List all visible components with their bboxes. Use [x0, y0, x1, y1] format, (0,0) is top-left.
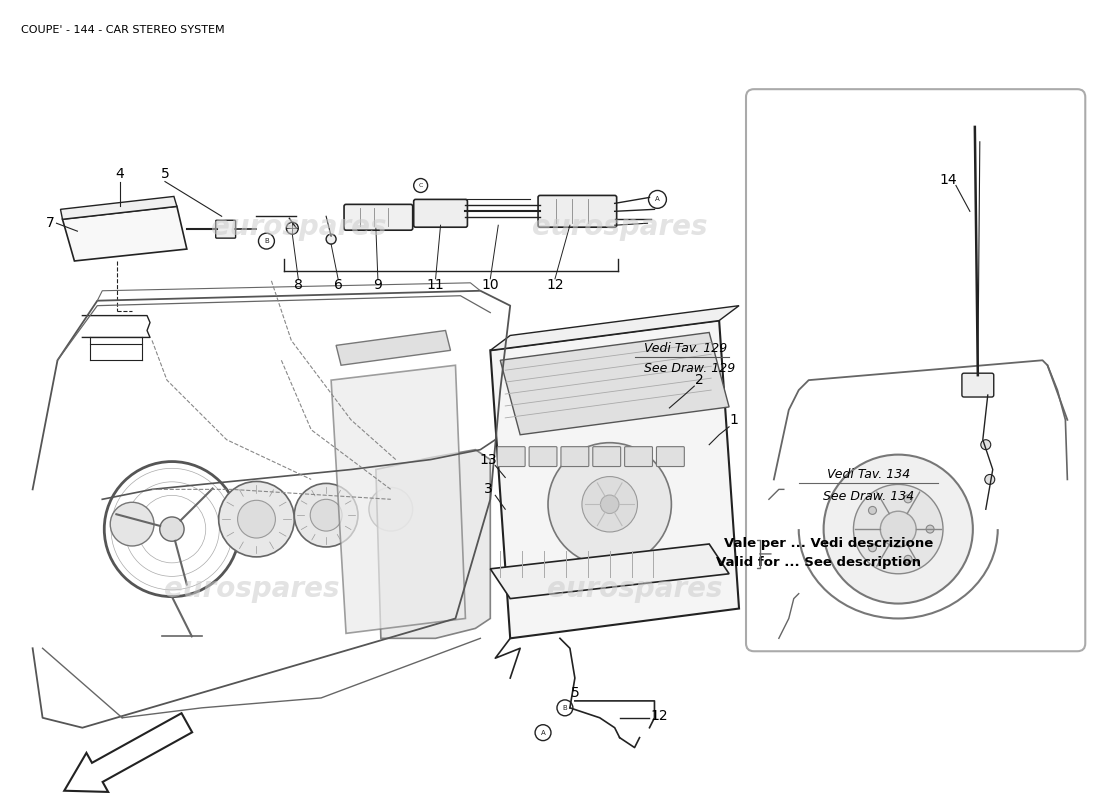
Text: 11: 11 [427, 278, 444, 292]
Polygon shape [491, 544, 729, 598]
FancyBboxPatch shape [529, 446, 557, 466]
FancyBboxPatch shape [497, 446, 525, 466]
Text: eurospares: eurospares [532, 214, 707, 242]
Circle shape [880, 511, 916, 547]
FancyBboxPatch shape [593, 446, 620, 466]
Polygon shape [337, 330, 451, 366]
Circle shape [582, 477, 638, 532]
FancyBboxPatch shape [657, 446, 684, 466]
Circle shape [601, 495, 619, 514]
Circle shape [981, 440, 991, 450]
Text: A: A [656, 197, 660, 202]
Circle shape [110, 502, 154, 546]
FancyBboxPatch shape [538, 195, 617, 227]
Text: 8: 8 [294, 278, 302, 292]
Circle shape [824, 454, 972, 603]
Text: A: A [541, 730, 546, 736]
Circle shape [926, 525, 934, 533]
Polygon shape [491, 306, 739, 350]
Text: 12: 12 [650, 709, 669, 722]
Circle shape [984, 474, 994, 485]
Text: 14: 14 [939, 173, 957, 186]
Text: Vale per ... Vedi descrizione: Vale per ... Vedi descrizione [724, 538, 933, 550]
FancyBboxPatch shape [216, 220, 235, 238]
FancyBboxPatch shape [625, 446, 652, 466]
Polygon shape [376, 450, 491, 638]
Text: 5: 5 [571, 686, 580, 700]
Circle shape [160, 517, 184, 542]
Text: Valid for ... See description: Valid for ... See description [716, 556, 921, 570]
Circle shape [414, 178, 428, 193]
Circle shape [854, 485, 943, 574]
Text: See Draw. 129: See Draw. 129 [644, 362, 735, 374]
Text: eurospares: eurospares [164, 574, 339, 602]
Text: C: C [418, 183, 422, 188]
Text: 9: 9 [373, 278, 383, 292]
Text: B: B [264, 238, 268, 244]
Circle shape [535, 725, 551, 741]
Text: 4: 4 [116, 166, 124, 181]
Circle shape [286, 222, 298, 234]
Text: COUPE' - 144 - CAR STEREO SYSTEM: COUPE' - 144 - CAR STEREO SYSTEM [21, 25, 224, 34]
Text: Vedi Tav. 129: Vedi Tav. 129 [644, 342, 727, 355]
Text: See Draw. 134: See Draw. 134 [823, 490, 914, 503]
Circle shape [649, 190, 667, 208]
Text: eurospares: eurospares [210, 214, 386, 242]
Text: 1: 1 [729, 413, 738, 427]
Circle shape [904, 555, 912, 563]
Circle shape [238, 500, 275, 538]
Text: 10: 10 [482, 278, 499, 292]
Circle shape [904, 495, 912, 503]
Polygon shape [500, 333, 729, 434]
Circle shape [869, 544, 877, 552]
FancyBboxPatch shape [344, 204, 412, 230]
Polygon shape [491, 321, 739, 638]
Text: 7: 7 [46, 216, 55, 230]
FancyBboxPatch shape [561, 446, 588, 466]
Text: 2: 2 [695, 373, 704, 387]
Text: 5: 5 [161, 166, 169, 181]
Text: 6: 6 [333, 278, 342, 292]
Polygon shape [63, 206, 187, 261]
Circle shape [368, 487, 412, 531]
Polygon shape [60, 197, 177, 219]
Text: 13: 13 [480, 453, 497, 466]
Circle shape [326, 234, 337, 244]
Circle shape [258, 233, 274, 249]
FancyBboxPatch shape [414, 199, 468, 227]
Text: 12: 12 [547, 278, 564, 292]
Text: eurospares: eurospares [547, 574, 723, 602]
Text: 3: 3 [484, 482, 493, 496]
Circle shape [295, 483, 358, 547]
Text: Vedi Tav. 134: Vedi Tav. 134 [827, 468, 910, 481]
Polygon shape [331, 366, 465, 634]
Circle shape [557, 700, 573, 716]
Circle shape [219, 482, 295, 557]
FancyArrow shape [64, 713, 192, 792]
Text: B: B [562, 705, 568, 711]
Circle shape [310, 499, 342, 531]
FancyBboxPatch shape [961, 373, 993, 397]
Circle shape [869, 506, 877, 514]
Circle shape [548, 442, 671, 566]
